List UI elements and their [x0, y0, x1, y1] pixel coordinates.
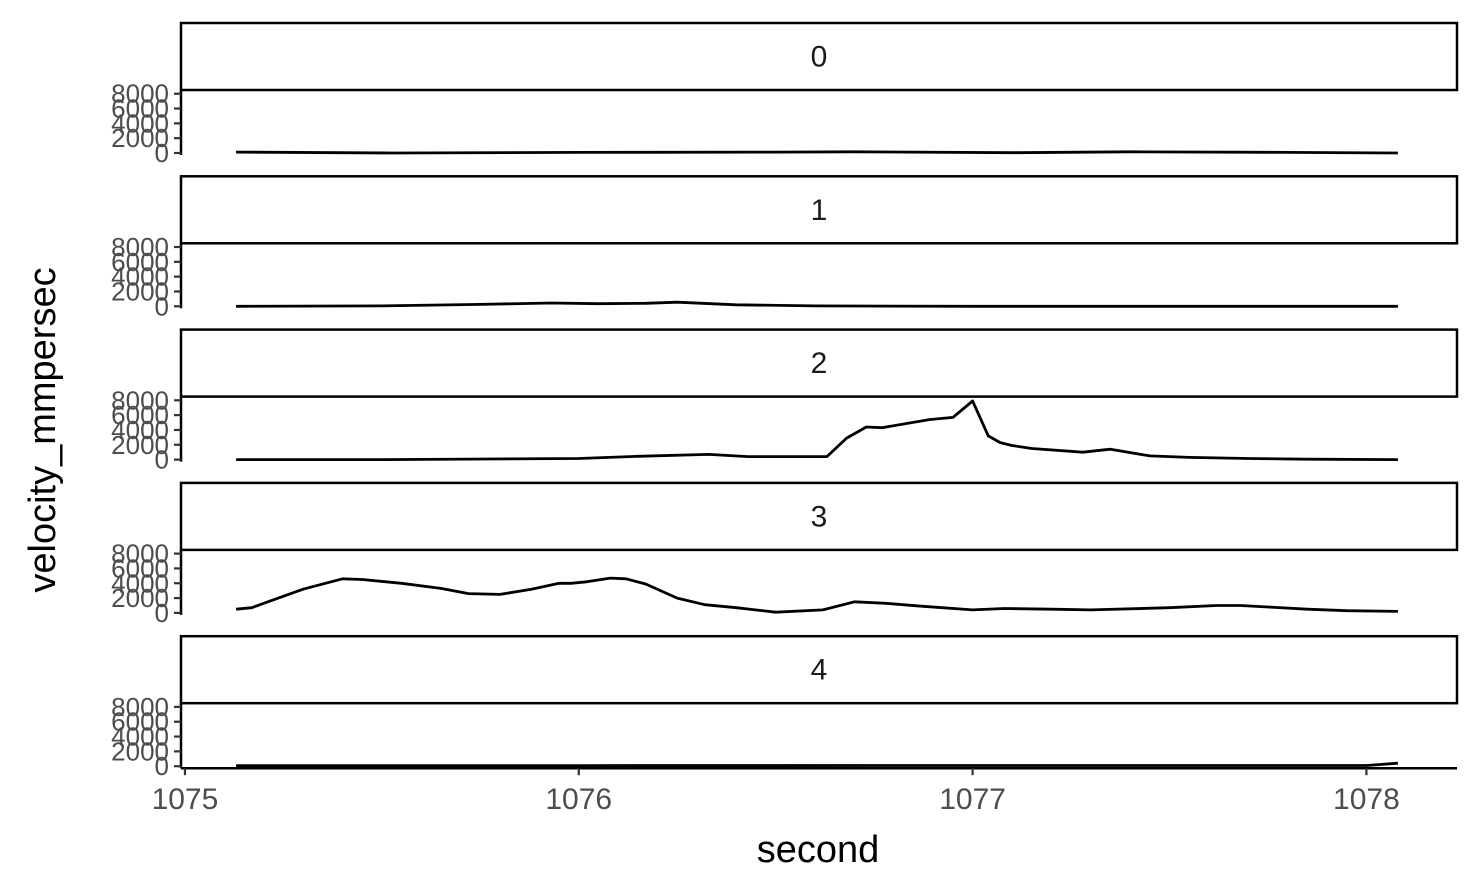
y-tick-label: 8000	[111, 79, 169, 109]
facet-strip-label: 3	[811, 500, 828, 533]
y-tick-label: 8000	[111, 232, 169, 262]
y-tick-label: 6000	[111, 553, 169, 583]
y-tick-label: 6000	[111, 400, 169, 430]
series-line	[236, 150, 1398, 155]
series-line	[236, 399, 1398, 461]
y-tick-label: 2000	[111, 583, 169, 613]
x-axis: 1075 1076 1077 1078	[152, 766, 1457, 816]
y-tick-label: 2000	[111, 430, 169, 460]
series-line	[235, 576, 1398, 614]
y-tick-label: 2000	[111, 276, 169, 306]
x-tick-label: 1075	[152, 783, 219, 816]
facet-strip-label: 0	[811, 41, 828, 74]
y-tick-label: 0	[155, 138, 169, 168]
x-tick-label: 1078	[1333, 783, 1400, 816]
y-tick-label: 2000	[111, 736, 169, 766]
facet-strip	[179, 481, 1459, 552]
y-tick-label: 4000	[111, 722, 169, 752]
y-tick-label: 6000	[111, 94, 169, 124]
facet-strip	[179, 328, 1459, 398]
facet-strip	[179, 21, 1459, 92]
y-tick-label: 4000	[111, 108, 169, 138]
y-tick-label: 0	[155, 751, 169, 781]
y-axis-title: velocity_mmpersec	[22, 267, 64, 592]
y-tick-label: 6000	[111, 707, 169, 737]
facet-strip	[179, 175, 1459, 245]
x-tick-label: 1076	[545, 783, 612, 816]
x-tick-label: 1077	[939, 783, 1006, 816]
y-tick-label: 4000	[111, 262, 169, 292]
facet-strip-label: 2	[811, 347, 828, 380]
y-tick-label: 0	[155, 598, 169, 628]
facet-strip	[179, 634, 1459, 705]
y-tick-label: 8000	[111, 385, 169, 415]
y-tick-label: 0	[155, 291, 169, 321]
series-line	[236, 761, 1399, 767]
y-tick-label: 6000	[111, 247, 169, 277]
y-tick-label: 4000	[111, 568, 169, 598]
x-axis-title: second	[757, 829, 880, 871]
facet-panels: 0020004000600080001020004000600080002020…	[111, 21, 1459, 781]
y-tick-label: 8000	[111, 539, 169, 569]
y-tick-label: 2000	[111, 123, 169, 153]
y-tick-label: 4000	[111, 415, 169, 445]
series-line	[236, 300, 1398, 308]
facet-strip-label: 1	[811, 194, 828, 227]
y-tick-label: 8000	[111, 692, 169, 722]
facet-strip-label: 4	[811, 654, 828, 687]
y-tick-label: 0	[155, 445, 169, 475]
